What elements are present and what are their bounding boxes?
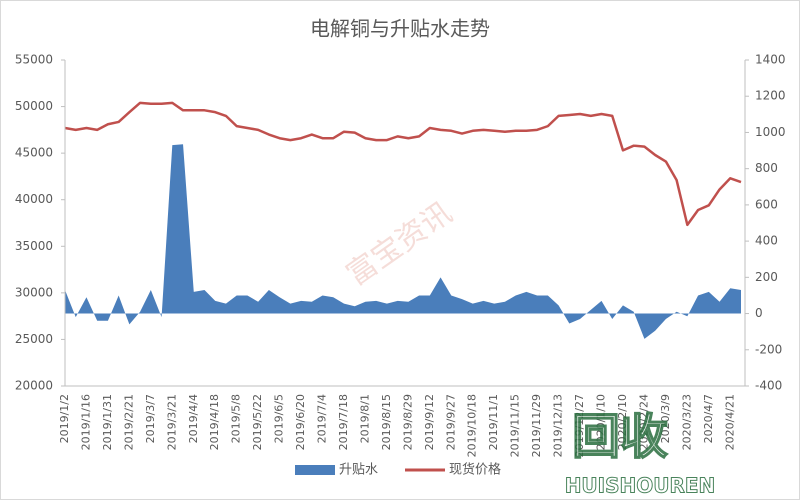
x-tick-label: 2019/7/4 xyxy=(316,394,329,443)
y-tick-label: 55000 xyxy=(15,53,53,67)
x-tick-label: 2019/2/21 xyxy=(122,394,135,450)
chart: 电解铜与升贴水走势 现货价格 升贴水 2020/4/21 2020/4/7 2020/3… xyxy=(0,0,800,500)
legend-swatch xyxy=(295,465,335,475)
legend-label: 现货价格 xyxy=(449,462,501,478)
x-tick-label: 2019/6/5 xyxy=(273,394,286,443)
x-tick-label: 2019/4/4 xyxy=(187,394,200,443)
y-tick-label: 50000 xyxy=(15,99,53,113)
x-tick-label: 2019/9/12 xyxy=(423,394,436,450)
x-tick-label: 2019/11/1 xyxy=(487,394,500,450)
y2-tick-label: 400 xyxy=(755,234,778,248)
watermark-logo-text: HUISHOUREN xyxy=(565,474,716,498)
y2-tick-label: -200 xyxy=(755,342,782,356)
y2-tick-label: 1400 xyxy=(755,53,786,67)
x-tick-label: 2019/1/31 xyxy=(101,394,114,450)
y-tick-label: 45000 xyxy=(15,146,53,160)
x-tick-label: 2019/8/15 xyxy=(380,394,393,450)
x-tick-label: 2019/9/27 xyxy=(444,394,457,450)
x-tick-label: 2019/3/21 xyxy=(165,394,178,450)
x-tick-label: 2020/3/23 xyxy=(680,394,693,450)
x-tick-label: 2020/4/7 xyxy=(702,394,715,443)
y2-tick-label: 800 xyxy=(755,161,778,175)
x-tick-label: 2019/5/22 xyxy=(251,394,264,450)
x-tick-label: 2019/1/16 xyxy=(79,394,92,450)
y-tick-label: 40000 xyxy=(15,192,53,206)
x-tick-label: 2019/3/7 xyxy=(144,394,157,443)
legend-label: 升贴水 xyxy=(339,463,378,478)
chart-title: 电解铜与升贴水走势 xyxy=(310,17,490,41)
y-tick-label: 30000 xyxy=(15,285,53,299)
y2-tick-label: 1000 xyxy=(755,125,786,139)
watermark-logo: 回收 xyxy=(572,409,668,465)
x-tick-label: 2020/4/21 xyxy=(723,394,736,450)
x-tick-label: 2019/1/2 xyxy=(58,394,71,443)
y2-tick-label: 600 xyxy=(755,197,778,211)
x-tick-label: 2019/11/15 xyxy=(509,394,522,457)
y2-tick-label: 200 xyxy=(755,270,778,284)
x-tick-label: 2019/10/18 xyxy=(466,394,479,457)
y-tick-label: 25000 xyxy=(15,332,53,346)
y2-tick-label: -400 xyxy=(755,379,782,393)
x-tick-label: 2019/5/8 xyxy=(230,394,243,443)
x-tick-label: 2019/12/13 xyxy=(552,394,565,457)
page: 电解铜与升贴水走势 现货价格 升贴水 2020/4/21 2020/4/7 2020/3… xyxy=(0,0,800,500)
x-tick-label: 2019/11/29 xyxy=(530,394,543,457)
y2-tick-label: 1200 xyxy=(755,89,786,103)
x-tick-label: 2019/8/29 xyxy=(401,394,414,450)
y-tick-label: 20000 xyxy=(15,379,53,393)
y2-tick-label: 0 xyxy=(755,306,763,320)
y-tick-label: 35000 xyxy=(15,239,53,253)
x-tick-label: 2019/6/20 xyxy=(294,394,307,450)
x-tick-label: 2019/8/1 xyxy=(358,394,371,443)
x-tick-label: 2019/4/18 xyxy=(208,394,221,450)
x-tick-label: 2019/7/18 xyxy=(337,394,350,450)
